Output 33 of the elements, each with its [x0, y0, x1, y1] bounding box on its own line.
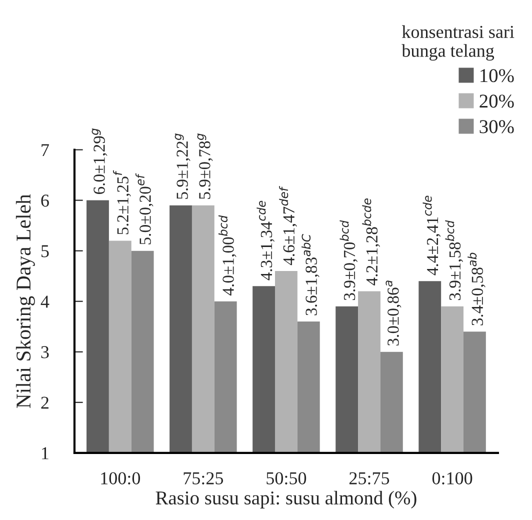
data-label: 6.0±1,29$^{g}$	[92, 128, 108, 194]
data-label: 5.2±1,25$^{f}$	[113, 170, 131, 234]
legend-label: 10%	[480, 69, 514, 82]
y-tick-label: 1	[42, 447, 48, 460]
legend-label: 30%	[480, 120, 514, 134]
data-label: 3.6±1,83$^{abC}$	[302, 234, 320, 316]
data-label: 4.4±2,41$^{cde}$	[422, 196, 441, 276]
data-label: 4.6±1,47$^{def}$	[279, 186, 297, 266]
data-label: 4.3±1,34$^{cde}$	[256, 200, 274, 280]
y-tick-label: 7	[42, 144, 49, 156]
y-tick-label: 3	[41, 346, 49, 358]
x-axis-title: Rasio susu sapi: susu almond (%)	[156, 490, 416, 508]
x-tick-label: 50:50	[266, 472, 306, 484]
y-tick-label: 4	[40, 296, 50, 308]
y-axis-title: Nilai Skoring Daya Leleh	[16, 194, 35, 408]
data-label: 4.0±1,00$^{bcd}$	[218, 215, 236, 296]
x-tick-label: 0:100	[432, 472, 472, 484]
data-label: 5.0±0,20$^{ef}$	[135, 173, 154, 244]
x-tick-label: 25:75	[349, 472, 390, 484]
data-label: 3.9±0,70$^{bcd}$	[340, 220, 358, 300]
data-label: 4.2±1,28$^{bcde}$	[362, 198, 380, 286]
legend-label: 20%	[480, 94, 514, 108]
data-label: 3.9±1,58$^{bcd}$	[445, 220, 463, 300]
legend-title: konsentrasi sari bunga telang	[402, 25, 514, 61]
y-tick-label: 2	[41, 396, 48, 409]
data-label: 5.9±0,78$^{g}$	[197, 134, 213, 199]
y-tick-label: 6	[41, 194, 49, 207]
y-tick-label: 5	[42, 245, 49, 258]
x-tick-label: 75:25	[184, 472, 224, 484]
data-label: 3.0±0,86$^{a}$	[386, 280, 402, 346]
x-tick-label: 100:0	[101, 472, 140, 484]
data-label: 3.4±0,58$^{ab}$	[468, 252, 486, 326]
data-label: 5.9±1,22$^{g}$	[174, 134, 190, 199]
